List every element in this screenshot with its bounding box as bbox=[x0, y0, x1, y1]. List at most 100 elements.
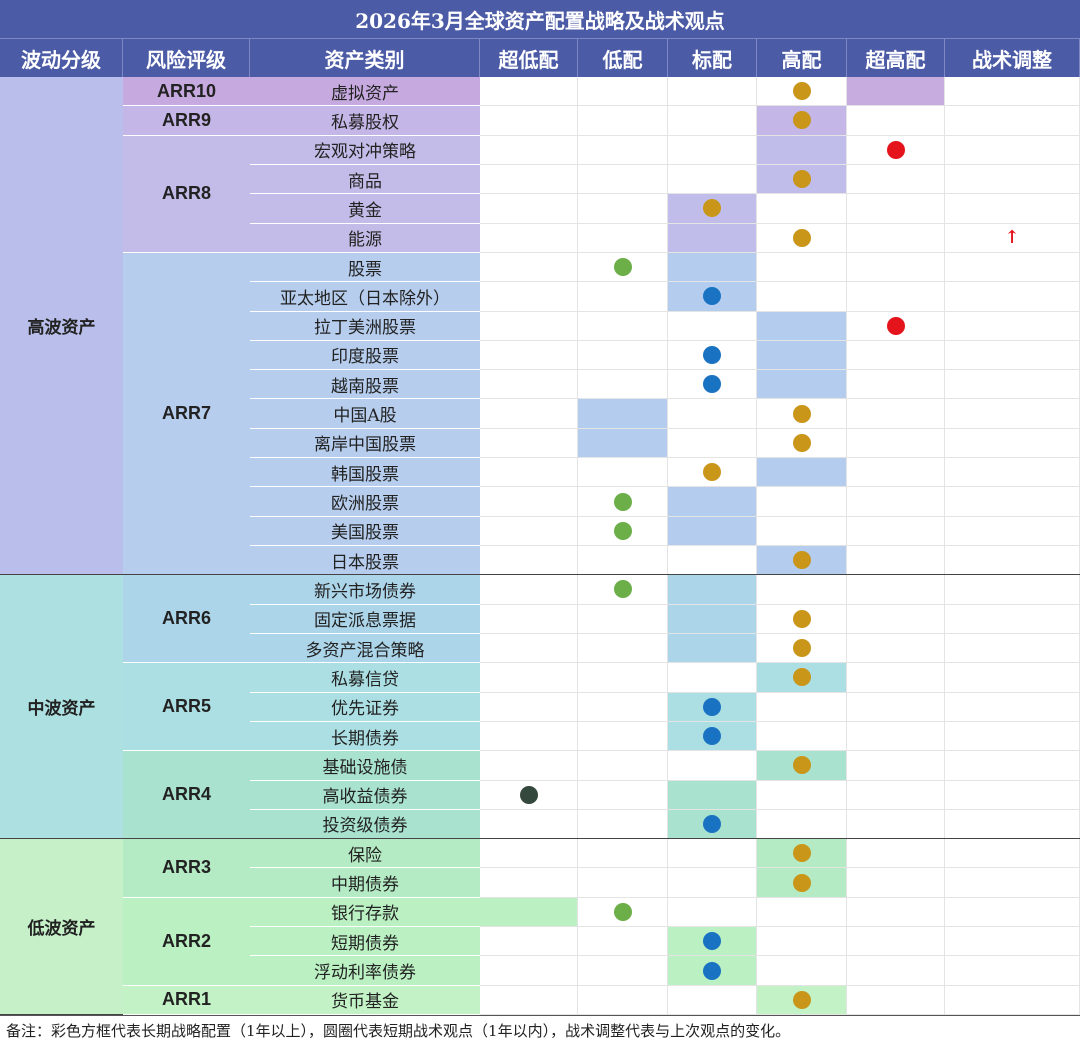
adjust-cell bbox=[945, 311, 1080, 341]
asset-name: 黄金 bbox=[250, 194, 480, 224]
asset-name: 多资产混合策略 bbox=[250, 633, 480, 664]
cell bbox=[757, 106, 847, 136]
adjust-cell bbox=[945, 985, 1080, 1015]
cell bbox=[578, 252, 668, 283]
cell bbox=[847, 780, 945, 810]
asset-name: 基础设施债 bbox=[250, 751, 480, 781]
cell bbox=[668, 897, 757, 928]
adjust-cell bbox=[945, 927, 1080, 957]
cell bbox=[668, 252, 757, 283]
asset-name: 能源 bbox=[250, 223, 480, 253]
cell bbox=[847, 839, 945, 869]
adjust-cell bbox=[945, 868, 1080, 898]
adjust-cell bbox=[945, 663, 1080, 693]
cell bbox=[578, 340, 668, 371]
cell bbox=[480, 780, 578, 810]
cell bbox=[847, 516, 945, 546]
tactical-dot bbox=[792, 756, 811, 775]
cell bbox=[847, 458, 945, 488]
asset-name: 越南股票 bbox=[250, 370, 480, 400]
cell bbox=[480, 839, 578, 869]
cell bbox=[578, 633, 668, 664]
tactical-dot bbox=[613, 492, 632, 511]
cell bbox=[945, 897, 1080, 928]
asset-name: 印度股票 bbox=[250, 340, 480, 371]
cell bbox=[480, 428, 578, 459]
cell bbox=[945, 633, 1080, 664]
cell bbox=[668, 516, 757, 546]
cell bbox=[480, 516, 578, 546]
cell bbox=[480, 77, 578, 107]
asset-name: 投资级债券 bbox=[250, 809, 480, 840]
asset-name: 美国股票 bbox=[250, 516, 480, 546]
cell bbox=[757, 927, 847, 957]
cell bbox=[847, 340, 945, 371]
risk-rating: ARR3 bbox=[123, 839, 250, 898]
asset-name: 虚拟资产 bbox=[250, 77, 480, 107]
cell bbox=[757, 399, 847, 429]
tactical-dot bbox=[886, 140, 905, 159]
tactical-dot bbox=[792, 228, 811, 247]
cell bbox=[668, 604, 757, 634]
cell bbox=[945, 839, 1080, 869]
tactical-dot bbox=[703, 727, 721, 746]
footnote: 备注：彩色方框代表长期战略配置（1年以上），圆圈代表短期战术观点（1年以内），战… bbox=[0, 1015, 1080, 1044]
cell bbox=[757, 575, 847, 605]
tactical-dot bbox=[792, 551, 811, 570]
cell bbox=[757, 223, 847, 253]
adjust-cell bbox=[945, 194, 1080, 224]
cell bbox=[578, 428, 668, 459]
cell bbox=[757, 458, 847, 488]
cell bbox=[480, 399, 578, 429]
cell bbox=[847, 809, 945, 840]
cell bbox=[757, 897, 847, 928]
cell bbox=[480, 985, 578, 1015]
cell bbox=[480, 809, 578, 840]
cell bbox=[847, 956, 945, 986]
cell bbox=[578, 663, 668, 693]
adjust-cell bbox=[945, 692, 1080, 722]
adjust-cell: ↑ bbox=[945, 223, 1080, 253]
cell bbox=[757, 663, 847, 693]
cell bbox=[847, 282, 945, 312]
adjust-cell bbox=[945, 956, 1080, 986]
cell bbox=[668, 370, 757, 400]
risk-rating: ARR1 bbox=[123, 985, 250, 1015]
tactical-dot bbox=[886, 316, 905, 335]
adjust-cell bbox=[945, 340, 1080, 371]
column-header: 高配 bbox=[757, 38, 847, 77]
column-header: 标配 bbox=[668, 38, 757, 77]
cell bbox=[757, 77, 847, 107]
cell bbox=[757, 985, 847, 1015]
asset-name: 浮动利率债券 bbox=[250, 956, 480, 986]
cell bbox=[668, 663, 757, 693]
adjust-cell bbox=[945, 633, 1080, 664]
tactical-dot bbox=[703, 697, 721, 716]
tactical-dot bbox=[613, 902, 632, 921]
cell bbox=[668, 809, 757, 840]
cell bbox=[668, 311, 757, 341]
cell bbox=[757, 311, 847, 341]
cell bbox=[668, 546, 757, 576]
tactical-dot bbox=[792, 844, 811, 863]
risk-rating: ARR4 bbox=[123, 751, 250, 840]
cell bbox=[847, 663, 945, 693]
volatility-level: 高波资产 bbox=[0, 77, 123, 576]
cell bbox=[668, 633, 757, 664]
cell bbox=[757, 721, 847, 752]
cell bbox=[945, 546, 1080, 576]
cell bbox=[847, 164, 945, 195]
cell bbox=[847, 692, 945, 722]
cell bbox=[757, 751, 847, 781]
cell bbox=[480, 897, 578, 928]
cell bbox=[757, 692, 847, 722]
cell bbox=[480, 956, 578, 986]
cell bbox=[480, 135, 578, 165]
cell bbox=[757, 546, 847, 576]
tactical-dot bbox=[792, 990, 811, 1009]
risk-rating: ARR5 bbox=[123, 663, 250, 752]
tactical-dot bbox=[613, 258, 632, 277]
cell bbox=[480, 223, 578, 253]
cell bbox=[578, 897, 668, 928]
cell bbox=[578, 487, 668, 517]
